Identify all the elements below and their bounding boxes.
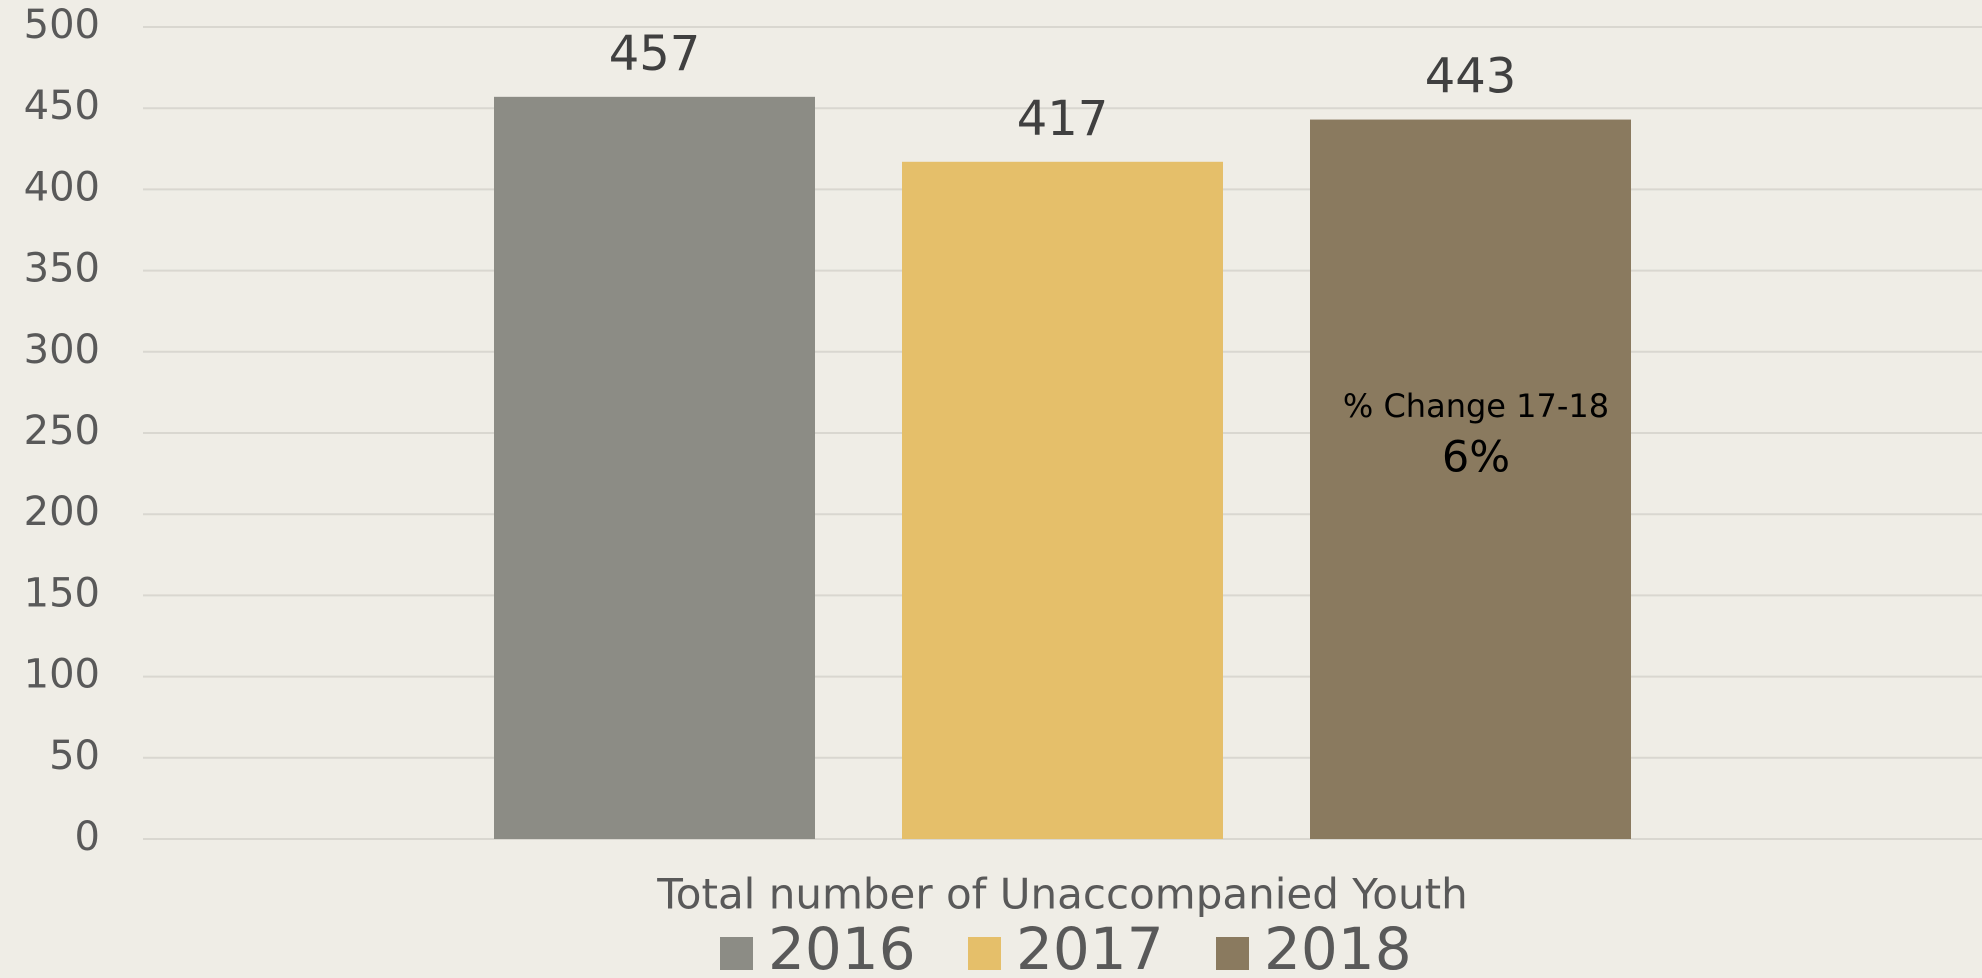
y-tick-label: 300 — [24, 327, 100, 373]
legend-label: 2018 — [1264, 915, 1412, 978]
bar — [494, 96, 815, 839]
x-tick-label: Total number of Unaccompanied Youth — [656, 870, 1467, 919]
bar — [902, 161, 1223, 840]
y-tick-label: 50 — [49, 733, 100, 779]
annotation-label: % Change 17-18 — [1343, 387, 1609, 425]
value-label: 417 — [1017, 91, 1109, 147]
value-label: 443 — [1425, 49, 1517, 105]
y-tick-label: 450 — [24, 83, 100, 129]
y-tick-label: 400 — [24, 164, 100, 210]
annotation-value: 6% — [1442, 433, 1510, 483]
y-tick-label: 250 — [24, 408, 100, 454]
legend-label: 2016 — [768, 915, 916, 978]
y-tick-label: 150 — [24, 570, 100, 616]
y-tick-label: 100 — [24, 652, 100, 698]
y-tick-label: 0 — [75, 814, 100, 860]
legend-label: 2017 — [1016, 915, 1164, 978]
y-tick-label: 200 — [24, 489, 100, 535]
legend-swatch — [968, 937, 1001, 970]
legend-swatch — [720, 937, 753, 970]
legend-swatch — [1216, 937, 1249, 970]
bar — [1310, 119, 1631, 840]
y-tick-label: 350 — [24, 246, 100, 292]
value-label: 457 — [609, 26, 701, 82]
y-tick-label: 500 — [24, 2, 100, 48]
